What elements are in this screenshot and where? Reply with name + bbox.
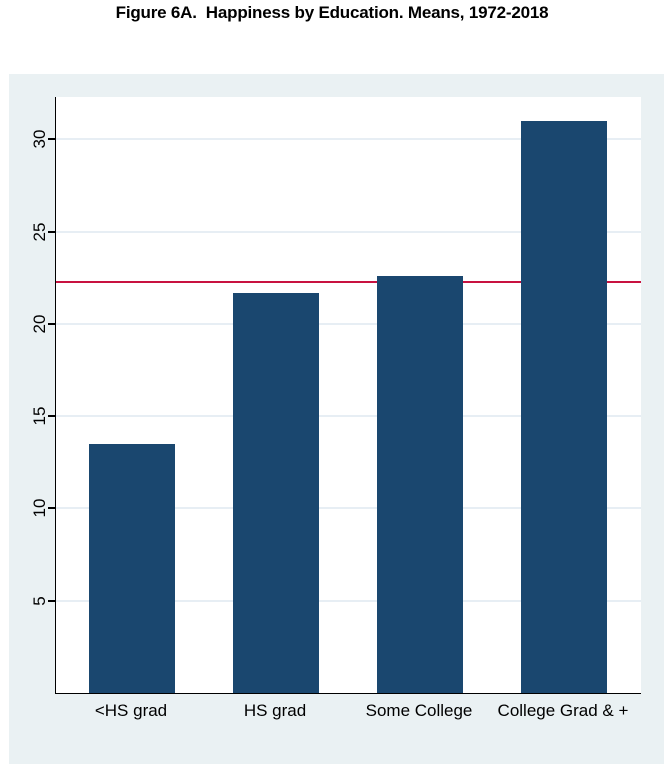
plot-area — [55, 97, 641, 694]
chart-canvas: 5 10 15 20 25 30 <HS grad HS grad Some College Co… — [9, 74, 664, 764]
y-tick-label: 30 — [30, 129, 49, 149]
y-tick-label: 5 — [30, 596, 49, 606]
x-category-label: HS grad — [243, 701, 307, 720]
y-gridline — [56, 322, 641, 325]
y-tick-label: 25 — [30, 222, 49, 242]
bar — [233, 292, 319, 693]
y-tick-mark — [48, 230, 55, 233]
y-tick-mark — [48, 415, 55, 418]
bar — [521, 121, 607, 693]
x-category-label: Some College — [365, 701, 473, 720]
y-tick-mark — [48, 599, 55, 602]
reference-line — [56, 280, 641, 283]
bar — [377, 276, 463, 693]
y-gridline — [56, 230, 641, 233]
x-category-label: College Grad & + — [497, 701, 629, 720]
y-gridline — [56, 415, 641, 418]
x-category-label: <HS grad — [94, 701, 168, 720]
figure-title: Figure 6A. Happiness by Education. Means… — [115, 3, 549, 22]
y-tick-mark — [48, 322, 55, 325]
y-gridline — [56, 138, 641, 141]
y-tick-label: 10 — [30, 499, 49, 518]
y-tick-label: 15 — [30, 406, 49, 426]
bar — [89, 443, 175, 693]
y-tick-label: 20 — [30, 314, 49, 334]
y-tick-mark — [48, 138, 55, 141]
y-gridline — [56, 507, 641, 510]
y-gridline — [56, 599, 641, 602]
y-tick-mark — [48, 507, 55, 510]
